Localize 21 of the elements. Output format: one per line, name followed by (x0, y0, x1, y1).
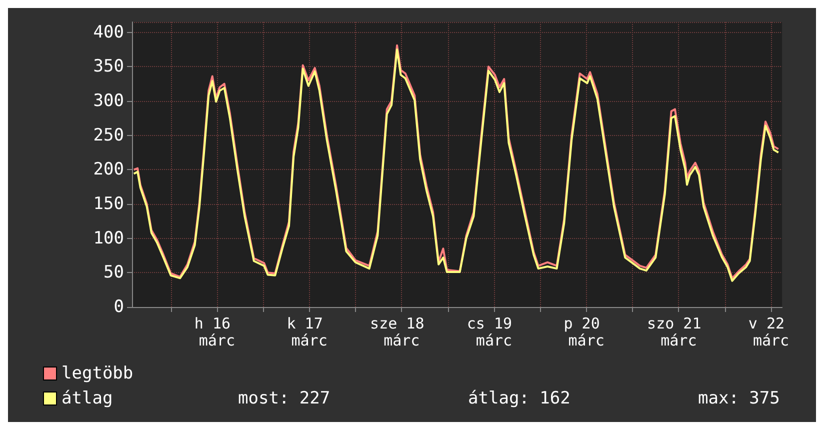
text: átlag: 162 (468, 388, 570, 408)
y-tick-label: 50 (104, 262, 124, 283)
text: most: 227 (238, 388, 330, 408)
y-tick-label: 100 (93, 228, 124, 248)
y-tick-label: 350 (93, 56, 124, 77)
y-tick-label: 300 (93, 90, 124, 111)
legend-label: átlag (62, 388, 113, 408)
y-tick-label: 400 (93, 22, 124, 42)
x-tick-label: v 22 márc (748, 314, 794, 350)
x-tick-label: p 20 márc (564, 314, 609, 350)
y-tick-label: 200 (93, 160, 124, 180)
x-tick-label: h 16 márc (194, 314, 240, 350)
text: max: 375 (698, 388, 780, 408)
y-tick-label: 0 (114, 297, 124, 317)
x-tick-label: cs 19 márc (466, 314, 522, 350)
y-tick-label: 150 (93, 194, 124, 214)
x-tick-label: sze 18 márc (370, 314, 434, 350)
legend-label: legtöbb (62, 364, 134, 384)
x-tick-label: szo 21 márc (647, 314, 710, 350)
x-tick-label: k 17 márc (286, 314, 332, 350)
y-tick-label: 250 (93, 125, 124, 146)
